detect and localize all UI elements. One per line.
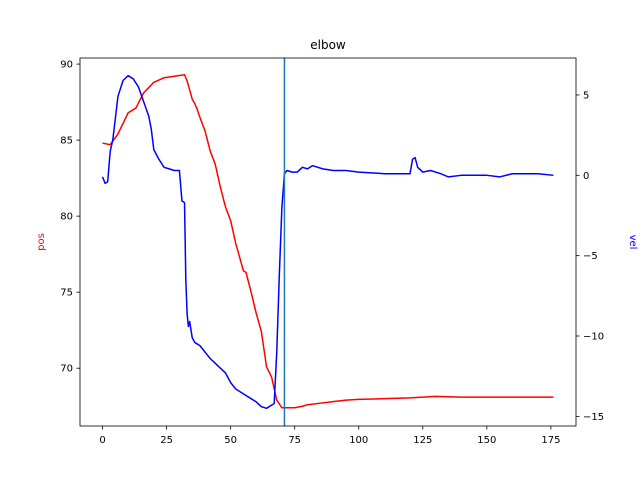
y-right-axis-label: vel bbox=[627, 235, 638, 250]
y-left-tick-label: 80 bbox=[60, 212, 73, 223]
plot-lines bbox=[101, 58, 554, 426]
y-right-axis-ticks: −15 −10 −5 0 5 bbox=[576, 90, 604, 423]
x-tick-label: 25 bbox=[160, 435, 173, 446]
x-tick-label: 150 bbox=[477, 435, 496, 446]
y-right-tick-label: −5 bbox=[583, 251, 598, 262]
y-left-tick-label: 90 bbox=[60, 60, 73, 71]
y-left-tick-label: 85 bbox=[60, 136, 73, 147]
x-tick-label: 100 bbox=[349, 435, 368, 446]
chart-title: elbow bbox=[310, 38, 346, 52]
y-left-tick-label: 75 bbox=[60, 288, 73, 299]
pos-series-line bbox=[102, 73, 554, 409]
x-axis-ticks: 0 25 50 75 100 125 150 175 bbox=[99, 426, 560, 446]
y-right-tick-label: −10 bbox=[583, 332, 604, 343]
x-tick-label: 75 bbox=[288, 435, 301, 446]
plot-frame bbox=[79, 57, 577, 427]
y-right-tick-label: −15 bbox=[583, 412, 604, 423]
x-tick-label: 175 bbox=[541, 435, 560, 446]
x-tick-label: 50 bbox=[224, 435, 237, 446]
vel-series-line bbox=[101, 74, 554, 410]
y-right-tick-label: 0 bbox=[583, 171, 589, 182]
y-left-tick-label: 70 bbox=[60, 364, 73, 375]
y-left-axis-label: pos bbox=[36, 233, 47, 251]
y-right-tick-label: 5 bbox=[583, 90, 589, 101]
x-tick-label: 0 bbox=[99, 435, 105, 446]
x-tick-label: 125 bbox=[413, 435, 432, 446]
y-left-axis-ticks: 70 75 80 85 90 bbox=[60, 60, 80, 375]
